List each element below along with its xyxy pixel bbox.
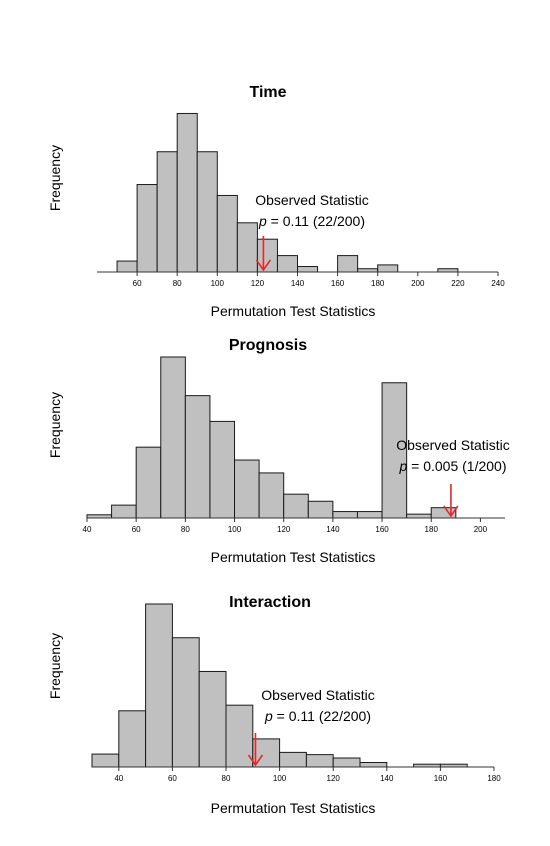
x-tick-label: 180 [371, 279, 385, 288]
panel-prognosis: Prognosis Frequency 40 60 80 100 120 140 160 180 2… [47, 337, 510, 565]
x-tick-label: 180 [425, 525, 439, 534]
histogram-bar [176, 112, 198, 273]
x-tick-label: 220 [451, 279, 465, 288]
x-tick-label: 80 [222, 774, 231, 783]
x-tick-label: 200 [411, 279, 425, 288]
p-symbol: p [258, 213, 267, 229]
histogram-bar [184, 395, 211, 519]
histogram-bar [135, 446, 162, 519]
p-value-label: p = 0.005 (1/200) [398, 458, 506, 474]
p-value-label: p = 0.11 (22/200) [264, 708, 371, 724]
histogram-bar [111, 504, 137, 519]
histogram-bar [377, 264, 399, 273]
p-value-text: = 0.11 (22/200) [273, 708, 371, 724]
histogram-bar [116, 260, 138, 273]
observed-arrow-head [247, 754, 264, 767]
x-tick-label: 120 [277, 525, 291, 534]
y-axis-label: Frequency [47, 392, 63, 458]
panel-title: Time [249, 84, 286, 101]
x-tick-label: 120 [251, 279, 265, 288]
histogram-bar [430, 507, 457, 519]
x-tick-label: 120 [327, 774, 341, 783]
histogram-bar [234, 459, 260, 519]
x-tick-label: 40 [83, 525, 92, 534]
x-tick-label: 160 [375, 525, 389, 534]
histogram-bar [356, 511, 383, 519]
histogram-bar [337, 255, 359, 273]
histogram-bar [359, 762, 388, 768]
x-tick-label: 80 [181, 525, 190, 534]
x-tick-label: 60 [132, 525, 141, 534]
panel-title: Prognosis [229, 337, 307, 354]
observed-statistic-label: Observed Statistic [261, 687, 375, 703]
x-tick-label: 100 [211, 279, 225, 288]
histogram-bar [258, 472, 285, 519]
y-axis-label: Frequency [47, 145, 63, 211]
histogram-bar [198, 670, 227, 768]
p-value-label: p = 0.11 (22/200) [258, 213, 365, 229]
histogram-bar [332, 511, 358, 519]
x-tick-label: 160 [434, 774, 448, 783]
y-axis-label: Frequency [47, 633, 63, 699]
histogram-bar [216, 194, 238, 273]
histogram-bar [297, 266, 319, 273]
histogram-bar [156, 151, 178, 273]
p-symbol: p [398, 458, 407, 474]
histogram-bar [145, 603, 173, 768]
x-tick-label: 160 [331, 279, 345, 288]
x-axis-label: Permutation Test Statistics [211, 549, 376, 565]
x-tick-label: 40 [114, 774, 123, 783]
histogram-bar [225, 704, 254, 768]
histogram-bar [171, 637, 200, 768]
histogram-bar [406, 513, 432, 519]
histogram-bar [136, 184, 158, 273]
histogram-bar [160, 356, 186, 519]
histogram-bar [209, 420, 236, 519]
histogram-bar [276, 255, 299, 273]
x-tick-label: 140 [380, 774, 394, 783]
p-value-text: = 0.11 (22/200) [267, 213, 365, 229]
histogram-bar [236, 222, 258, 273]
x-tick-label: 100 [228, 525, 242, 534]
observed-statistic-label: Observed Statistic [396, 437, 510, 453]
panel-title: Interaction [229, 594, 311, 611]
histogram-bar [307, 500, 334, 519]
x-tick-label: 140 [291, 279, 305, 288]
observed-statistic-label: Observed Statistic [255, 192, 369, 208]
histogram-bar [279, 751, 307, 768]
x-tick-label: 100 [273, 774, 287, 783]
histogram-bar [118, 710, 147, 768]
x-tick-label: 140 [326, 525, 340, 534]
histogram-bar [305, 754, 334, 768]
p-value-text: = 0.005 (1/200) [407, 458, 506, 474]
observed-arrow-head [443, 505, 459, 518]
p-symbol: p [264, 708, 273, 724]
x-tick-label: 240 [491, 279, 505, 288]
x-tick-label: 60 [133, 279, 142, 288]
x-tick-label: 80 [173, 279, 182, 288]
x-tick-label: 200 [474, 525, 488, 534]
x-axis-label: Permutation Test Statistics [211, 303, 376, 319]
histogram-bar [283, 493, 309, 519]
histogram-bar [196, 151, 218, 273]
histogram-bar [332, 757, 361, 768]
panel-interaction: Interaction Frequency 40 60 80 100 120 140 160 18… [47, 594, 501, 816]
x-tick-label: 180 [487, 774, 501, 783]
x-axis-label: Permutation Test Statistics [211, 800, 376, 816]
histogram-bar [91, 753, 120, 768]
x-tick-label: 60 [168, 774, 177, 783]
panel-time: Time Frequency 60 80 100 120 140 160 180 200 220 24… [47, 84, 505, 319]
observed-arrow-head [255, 259, 272, 272]
